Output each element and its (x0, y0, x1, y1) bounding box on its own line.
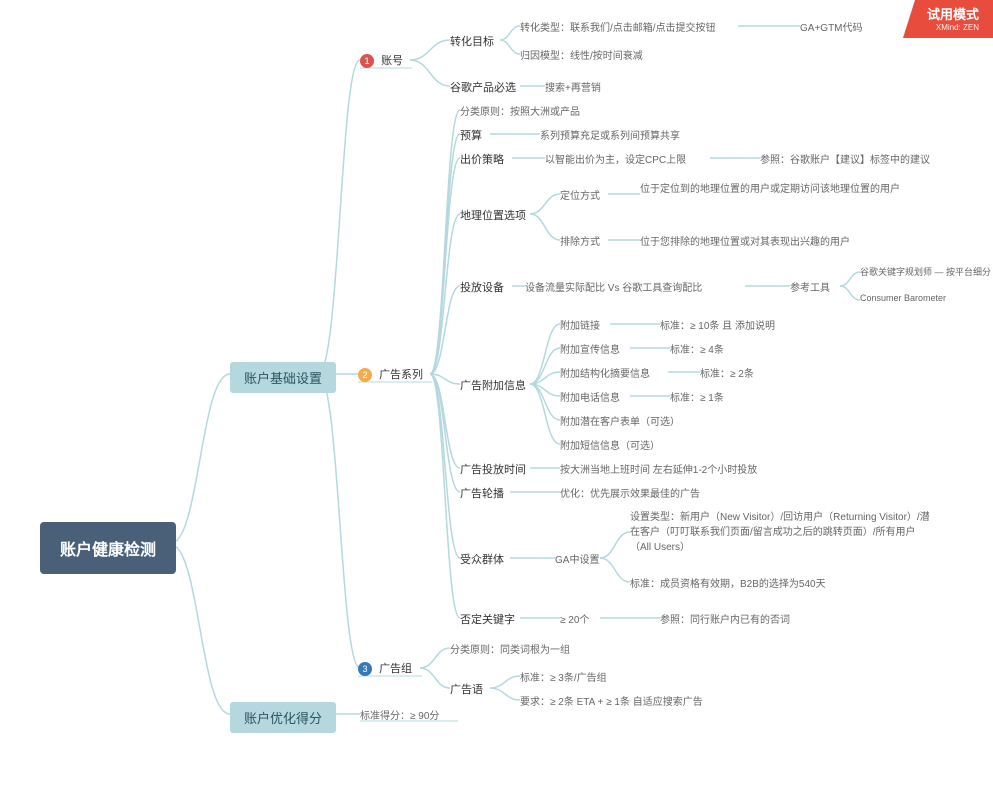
node-geo-excl-val[interactable]: 位于您排除的地理位置或对其表现出兴趣的用户 (640, 233, 850, 248)
node-grp-ad[interactable]: 广告语 (450, 681, 483, 697)
node-account-settings[interactable]: 账户基础设置 (230, 362, 336, 393)
node-ext-sms[interactable]: 附加短信信息（可选） (560, 437, 660, 452)
badge-1-icon: 1 (360, 54, 374, 68)
node-account-score[interactable]: 账户优化得分 (230, 702, 336, 733)
node-rotate[interactable]: 广告轮播 (460, 485, 504, 501)
node-ext-promo[interactable]: 附加宣传信息 (560, 341, 620, 356)
node-ext-promo-std[interactable]: 标准：≥ 4条 (670, 341, 724, 356)
node-grp-ad-std[interactable]: 标准：≥ 3条/广告组 (520, 669, 607, 684)
node-conv-code[interactable]: GA+GTM代码 (800, 19, 863, 34)
node-camp-bid[interactable]: 出价策略 (460, 151, 504, 167)
node-geo-excl[interactable]: 排除方式 (560, 233, 600, 248)
node-device-val[interactable]: 设备流量实际配比 Vs 谷歌工具查询配比 (525, 279, 702, 294)
node-geo-target[interactable]: 定位方式 (560, 187, 600, 202)
node-ext-struct-std[interactable]: 标准：≥ 2条 (700, 365, 754, 380)
node-device[interactable]: 投放设备 (460, 279, 504, 295)
lbl-adgroup: 广告组 (379, 663, 412, 675)
node-aud-type[interactable]: 设置类型：新用户（New Visitor）/回访用户（Returning Vis… (630, 508, 930, 553)
node-grp-ad-req[interactable]: 要求：≥ 2条 ETA + ≥ 1条 自适应搜索广告 (520, 693, 703, 708)
node-neg[interactable]: 否定关键字 (460, 611, 515, 627)
node-attr-model[interactable]: 归因模型：线性/按时间衰减 (520, 47, 643, 62)
node-geo[interactable]: 地理位置选项 (460, 207, 526, 223)
node-ext-phone[interactable]: 附加电话信息 (560, 389, 620, 404)
node-adtime-val[interactable]: 按大洲当地上班时间 左右延伸1-2个小时投放 (560, 461, 757, 476)
node-aud-ga[interactable]: GA中设置 (555, 551, 599, 566)
node-adtime[interactable]: 广告投放时间 (460, 461, 526, 477)
node-ext-lead[interactable]: 附加潜在客户表单（可选） (560, 413, 680, 428)
node-geo-target-val[interactable]: 位于定位到的地理位置的用户或定期访问该地理位置的用户 (640, 180, 900, 195)
node-adgroup[interactable]: 3 广告组 (358, 660, 412, 676)
node-ext-link-std[interactable]: 标准：≥ 10条 且 添加说明 (660, 317, 775, 332)
badge-2-icon: 2 (358, 368, 372, 382)
node-ext-struct[interactable]: 附加结构化摘要信息 (560, 365, 650, 380)
node-grp-class[interactable]: 分类原则：同类词根为一组 (450, 641, 570, 656)
root-label: 账户健康检测 (60, 542, 156, 559)
node-conv-goal[interactable]: 转化目标 (450, 33, 494, 49)
node-conv-type[interactable]: 转化类型：联系我们/点击邮箱/点击提交按钮 (520, 19, 716, 34)
node-neg-ref[interactable]: 参照：同行账户内已有的否词 (660, 611, 790, 626)
trial-sub: XMind: ZEN (927, 23, 979, 32)
node-camp-budget[interactable]: 预算 (460, 127, 482, 143)
lbl-account-score: 账户优化得分 (244, 711, 322, 726)
node-device-tool1[interactable]: 谷歌关键字规划师 — 按平台细分 (860, 265, 991, 278)
lbl-account: 账号 (381, 55, 403, 67)
node-camp-class[interactable]: 分类原则：按照大洲或产品 (460, 103, 580, 118)
node-aud-std[interactable]: 标准：成员资格有效期，B2B的选择为540天 (630, 575, 826, 590)
connector-layer (0, 0, 993, 793)
node-score-std[interactable]: 标准得分：≥ 90分 (360, 707, 439, 722)
node-camp-bid-ref[interactable]: 参照：谷歌账户【建议】标签中的建议 (760, 151, 930, 166)
node-aud[interactable]: 受众群体 (460, 551, 504, 567)
badge-3-icon: 3 (358, 662, 372, 676)
lbl-account-settings: 账户基础设置 (244, 371, 322, 386)
node-camp-bid-val[interactable]: 以智能出价为主，设定CPC上限 (545, 151, 686, 166)
node-account[interactable]: 1 账号 (360, 52, 403, 68)
node-google-prod[interactable]: 谷歌产品必选 (450, 79, 516, 95)
node-rotate-val[interactable]: 优化：优先展示效果最佳的广告 (560, 485, 700, 500)
trial-title: 试用模式 (927, 7, 979, 22)
node-campaign[interactable]: 2 广告系列 (358, 366, 423, 382)
trial-mode-badge: 试用模式 XMind: ZEN (903, 0, 993, 38)
node-ext[interactable]: 广告附加信息 (460, 377, 526, 393)
node-ext-link[interactable]: 附加链接 (560, 317, 600, 332)
node-google-prod-val[interactable]: 搜索+再营销 (545, 79, 601, 94)
node-ext-phone-std[interactable]: 标准：≥ 1条 (670, 389, 724, 404)
root-node[interactable]: 账户健康检测 (40, 522, 176, 574)
lbl-campaign: 广告系列 (379, 369, 423, 381)
node-device-tool2[interactable]: Consumer Barometer (860, 293, 946, 303)
node-camp-budget-val[interactable]: 系列预算充足或系列间预算共享 (540, 127, 680, 142)
node-neg-std[interactable]: ≥ 20个 (560, 611, 589, 626)
node-device-ref[interactable]: 参考工具 (790, 279, 830, 294)
